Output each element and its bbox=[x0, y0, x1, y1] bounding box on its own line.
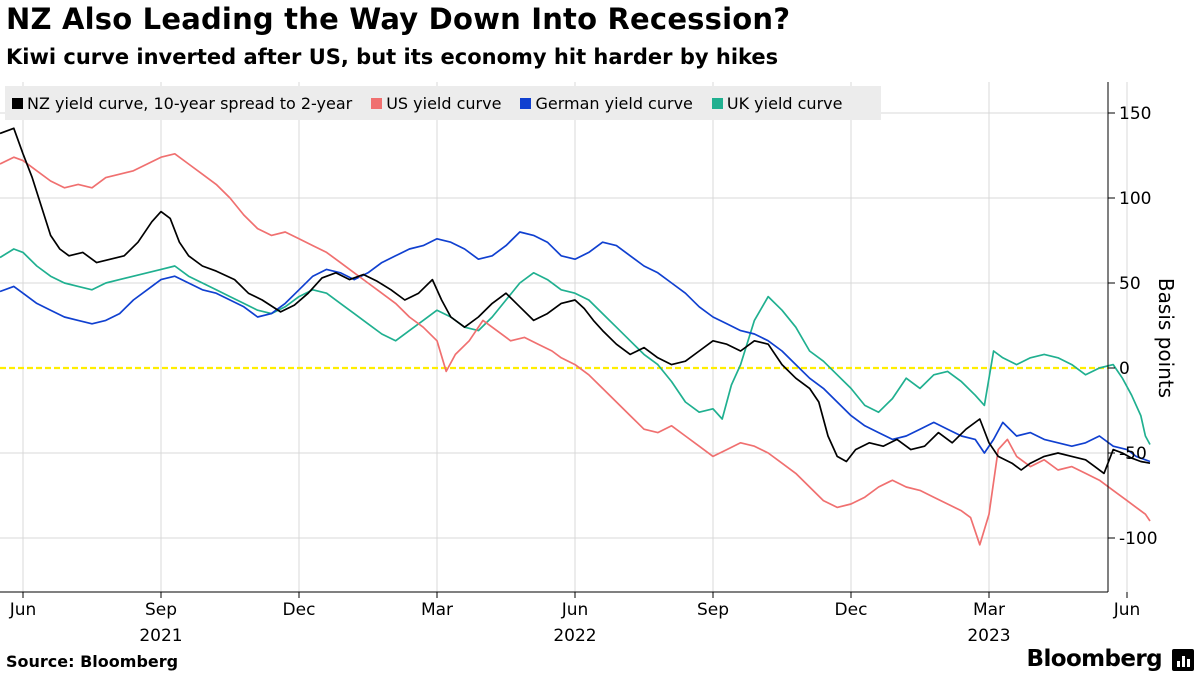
legend-item-uk[interactable]: UK yield curve bbox=[711, 93, 843, 113]
series-line-nz bbox=[0, 127, 1151, 475]
x-tick-label: Mar bbox=[973, 600, 1005, 620]
source-note: Source: Bloomberg bbox=[6, 652, 179, 671]
y-tick-label: -50 bbox=[1119, 444, 1147, 464]
y-tick-label: -100 bbox=[1119, 529, 1158, 549]
legend-item-de[interactable]: German yield curve bbox=[520, 93, 693, 113]
brand-logo-text: Bloomberg bbox=[1026, 646, 1163, 672]
x-tick-label: Dec bbox=[283, 600, 316, 620]
x-tick-label: Dec bbox=[835, 600, 868, 620]
series-layer bbox=[0, 127, 1151, 546]
legend-item-nz[interactable]: NZ yield curve, 10-year spread to 2-year bbox=[12, 94, 352, 113]
y-tick-label: 50 bbox=[1119, 274, 1141, 294]
legend-label-nz: NZ yield curve, 10-year spread to 2-year bbox=[27, 93, 353, 113]
x-tick-label: Jun bbox=[1113, 600, 1141, 620]
y-tick-label: 150 bbox=[1119, 104, 1151, 124]
legend-label-us: US yield curve bbox=[386, 93, 502, 113]
y-axis-title: Basis points bbox=[1154, 277, 1178, 399]
legend-label-uk: UK yield curve bbox=[726, 93, 843, 113]
x-tick-label: Jun bbox=[561, 600, 589, 620]
y-tick-label: 0 bbox=[1119, 359, 1130, 379]
x-year-label: 2021 bbox=[139, 626, 182, 646]
grid-layer bbox=[0, 82, 1128, 592]
x-tick-label: Sep bbox=[145, 600, 177, 620]
x-year-label: 2023 bbox=[967, 626, 1010, 646]
legend-swatch-uk bbox=[711, 97, 723, 109]
chart-subtitle: Kiwi curve inverted after US, but its ec… bbox=[6, 45, 779, 69]
chart-title: NZ Also Leading the Way Down Into Recess… bbox=[6, 2, 791, 36]
x-year-label: 2022 bbox=[553, 626, 596, 646]
x-tick-label: Sep bbox=[697, 600, 729, 620]
x-tick-label: Mar bbox=[421, 600, 453, 620]
axis-layer: 150 100 50 0 -50 -100 Jun Sep Dec Mar Jun Sep Dec Mar… bbox=[0, 82, 1158, 646]
legend-swatch-nz bbox=[12, 97, 23, 109]
legend-swatch-de bbox=[520, 97, 532, 109]
series-line-de bbox=[0, 231, 1151, 463]
series-line-us bbox=[0, 152, 1151, 546]
legend-label-de: German yield curve bbox=[535, 93, 693, 113]
legend: NZ yield curve, 10-year spread to 2-year… bbox=[5, 86, 881, 120]
y-tick-label: 100 bbox=[1119, 189, 1151, 209]
legend-swatch-us bbox=[371, 97, 383, 109]
x-tick-label: Jun bbox=[9, 600, 37, 620]
series-line-uk bbox=[0, 248, 1151, 445]
bloomberg-chart-icon bbox=[1172, 649, 1194, 671]
legend-item-us[interactable]: US yield curve bbox=[371, 94, 501, 113]
